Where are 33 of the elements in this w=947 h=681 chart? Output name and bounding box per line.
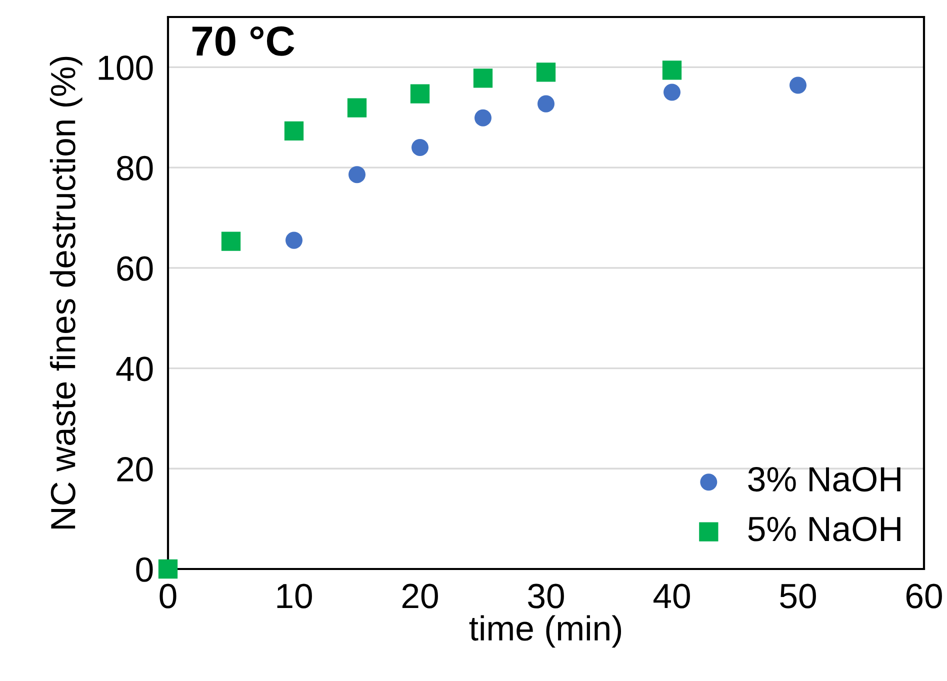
point — [158, 559, 178, 579]
y-tick-label: 60 — [117, 256, 153, 281]
point — [284, 121, 304, 140]
x-tick-label: 40 — [653, 584, 690, 608]
annotation: 70 °C — [192, 26, 294, 56]
y-tick-label: 100 — [98, 56, 153, 80]
point — [473, 68, 493, 88]
y-tick-label: 20 — [117, 456, 153, 482]
point — [663, 84, 681, 101]
x-tick-label: 50 — [780, 584, 816, 608]
point — [474, 109, 492, 126]
y-tick-label: 40 — [116, 356, 153, 382]
point — [662, 60, 682, 80]
y-tick-label: 80 — [117, 156, 153, 180]
point — [789, 76, 807, 94]
x-tick-label: 10 — [277, 584, 312, 608]
y-tick-label: 0 — [136, 557, 153, 582]
x-axis-title: time (min) — [469, 615, 622, 648]
point — [536, 62, 556, 82]
x-tick-label: 20 — [402, 584, 438, 608]
point — [285, 232, 303, 249]
point — [411, 138, 429, 156]
x-tick-label: 30 — [528, 584, 564, 608]
y-axis-title: NC waste fines destruction (%) — [50, 56, 82, 528]
point — [537, 95, 555, 112]
legend-label: 5% NaOH — [748, 516, 900, 542]
x-tick-label: 60 — [906, 584, 942, 608]
point — [348, 166, 366, 184]
point — [221, 232, 241, 251]
x-tick-label: 0 — [160, 584, 176, 608]
point — [347, 98, 367, 118]
point — [410, 84, 430, 104]
legend-label: 3% NaOH — [748, 466, 900, 492]
